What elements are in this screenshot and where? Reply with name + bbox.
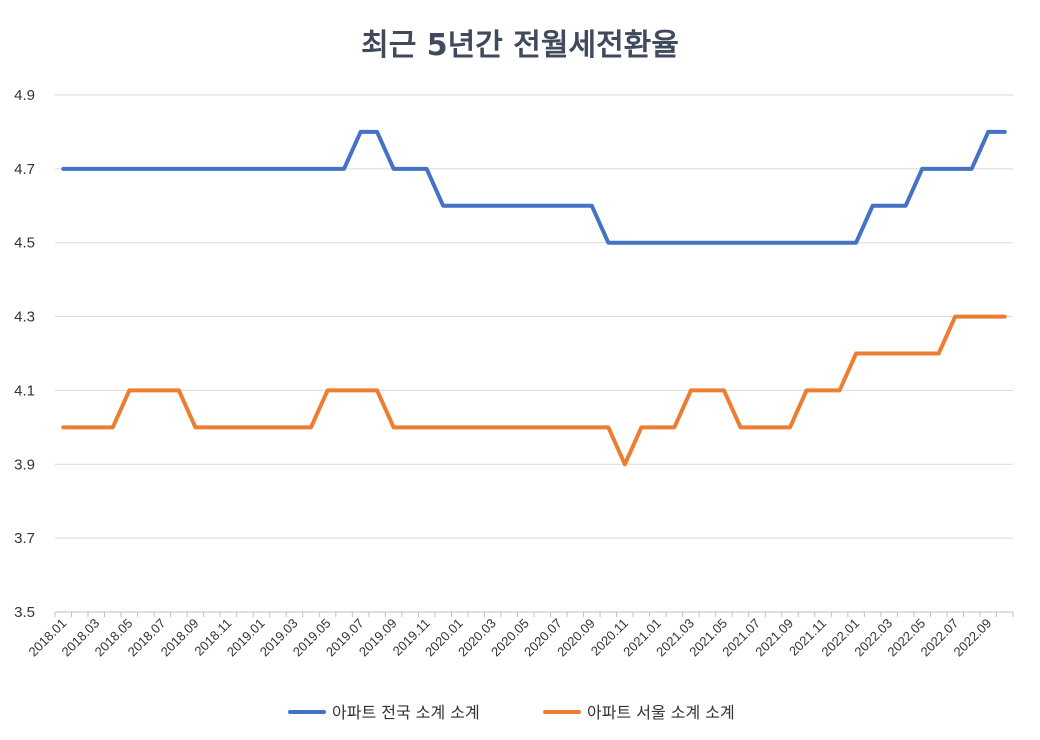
- series-lines: [61, 129, 1007, 467]
- y-tick-label: 4.5: [14, 235, 35, 252]
- y-tick-label: 4.9: [14, 87, 35, 104]
- series-line-1: [61, 129, 1007, 245]
- legend: 아파트 전국 소계 소계 아파트 서울 소계 소계: [288, 703, 735, 722]
- series-line-2: [61, 314, 1007, 467]
- y-tick-label: 4.7: [14, 161, 35, 178]
- x-axis-ticks: 2018.012018.032018.052018.072018.092018.…: [26, 612, 1014, 659]
- y-tick-label: 4.1: [14, 382, 35, 399]
- y-tick-label: 3.9: [14, 456, 35, 473]
- y-axis-ticks: 3.5 3.7 3.9 4.1 4.3 4.5 4.7 4.9: [14, 87, 35, 621]
- y-tick-label: 3.5: [14, 604, 35, 621]
- y-tick-label: 3.7: [14, 530, 35, 547]
- legend-label-1: 아파트 전국 소계 소계: [332, 703, 480, 722]
- legend-label-2: 아파트 서울 소계 소계: [587, 703, 735, 722]
- y-tick-label: 4.3: [14, 309, 35, 326]
- chart-title: 최근 5년간 전월세전환율: [361, 28, 679, 63]
